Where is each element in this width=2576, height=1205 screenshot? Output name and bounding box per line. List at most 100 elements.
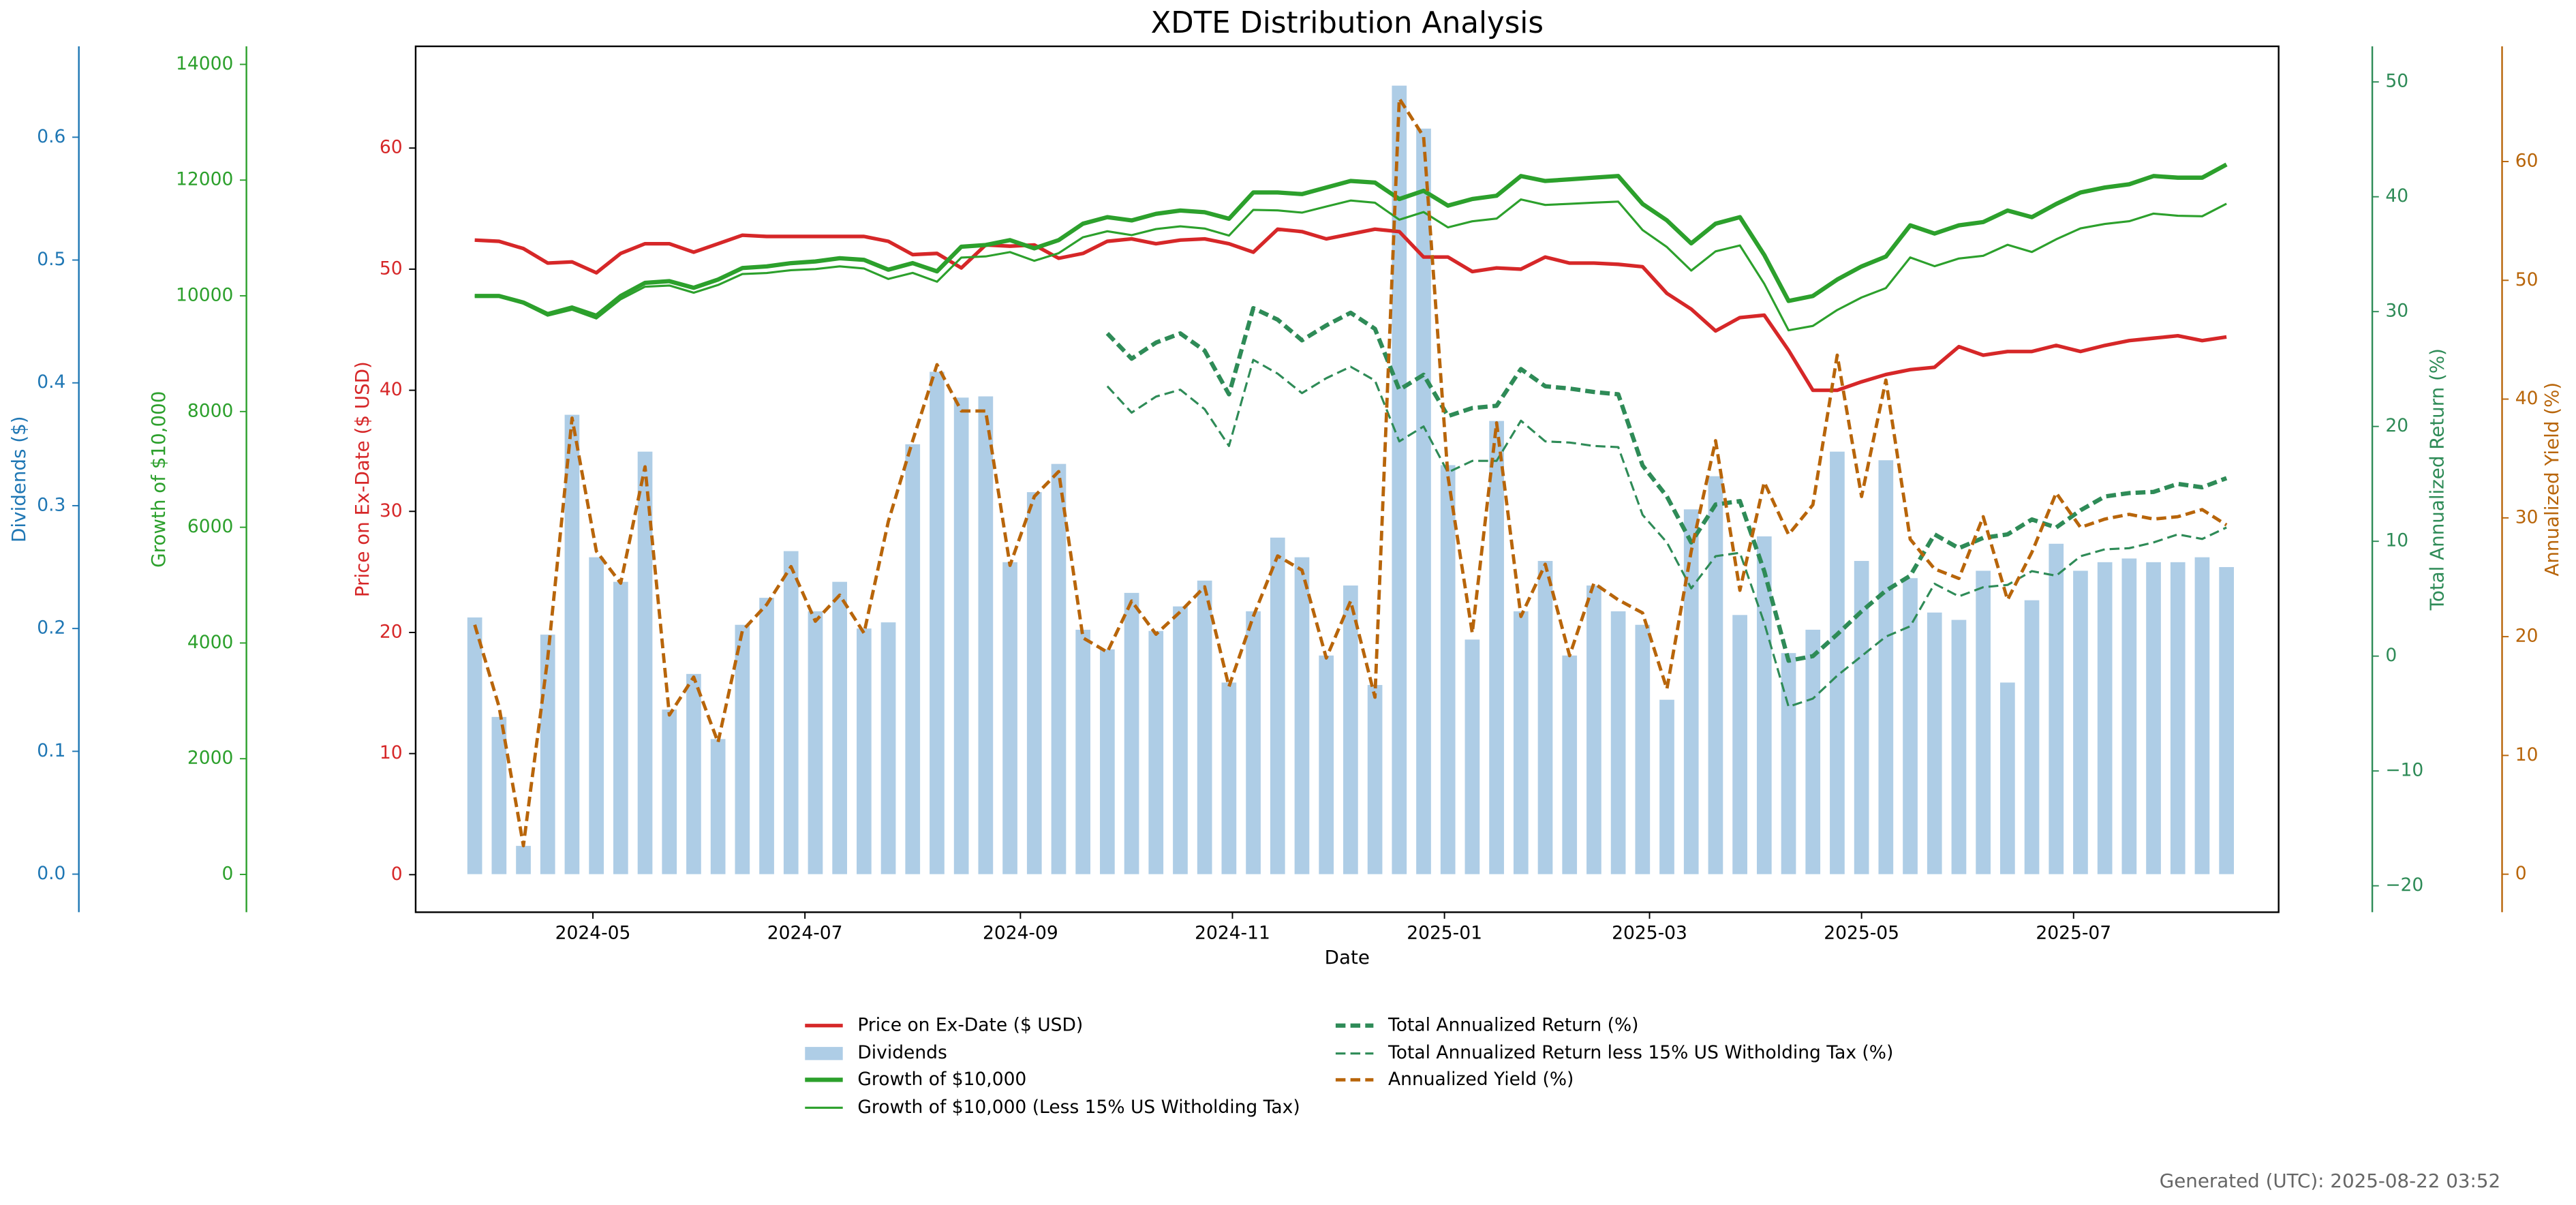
y-tick-label: 0.3 (37, 494, 65, 515)
y-tick-label: 30 (2385, 301, 2408, 322)
bar (1367, 685, 1383, 874)
y-axis-label: Dividends ($) (7, 416, 30, 542)
bar (686, 673, 701, 874)
y-tick-label: 0.5 (37, 249, 65, 270)
bar (1732, 615, 1747, 874)
bar (1221, 682, 1237, 874)
x-tick-label: 2025-05 (1824, 922, 1899, 943)
chart-title: XDTE Distribution Analysis (1151, 6, 1544, 40)
bar (1708, 476, 1723, 874)
y-tick-label: 10 (380, 742, 403, 763)
x-tick-label: 2025-03 (1612, 922, 1687, 943)
bar (1270, 537, 1285, 874)
legend-label: Total Annualized Return (%) (1387, 1014, 1638, 1035)
bar (2219, 567, 2235, 874)
bar (1999, 682, 2015, 874)
y-tick-label: 2000 (187, 748, 233, 769)
bar (856, 628, 872, 874)
y-tick-label: 8000 (187, 400, 233, 421)
y-tick-label: 10 (2385, 530, 2408, 551)
bar (1197, 580, 1212, 874)
bar (1294, 557, 1310, 874)
x-tick-label: 2024-11 (1195, 922, 1270, 943)
plot-frame (414, 45, 2280, 913)
bar (662, 710, 677, 874)
bar (953, 397, 969, 874)
legend-label: Growth of $10,000 (Less 15% US Witholdin… (857, 1097, 1300, 1118)
x-tick-label: 2024-07 (767, 922, 843, 943)
y-tick-label: 60 (380, 137, 403, 158)
x-tick-label: 2024-05 (555, 922, 631, 943)
bar (613, 581, 628, 874)
y-tick-label: 0.4 (37, 371, 65, 393)
y-tick-label: 4000 (187, 632, 233, 653)
bar (1854, 561, 1869, 874)
x-axis-label: Date (1325, 946, 1370, 968)
y-tick-label: 0.0 (37, 863, 65, 884)
bar (1537, 561, 1553, 874)
y-tick-label: 6000 (187, 516, 233, 537)
y-tick-label: 50 (2385, 71, 2408, 92)
legend-swatch (805, 1047, 843, 1061)
bar (589, 557, 604, 874)
y-axis-label: Total Annualized Return (%) (2426, 348, 2449, 611)
bar (1562, 655, 1578, 874)
bar (710, 739, 726, 874)
y-tick-label: 20 (2385, 415, 2408, 436)
bar (930, 371, 945, 874)
bar (1683, 509, 1699, 874)
x-tick-label: 2025-01 (1407, 922, 1482, 943)
bar (1319, 655, 1334, 874)
bar (2170, 562, 2186, 874)
y-tick-label: 0 (221, 863, 233, 884)
bar (1951, 620, 1967, 874)
bar (1026, 492, 1042, 874)
y-tick-label: −10 (2385, 760, 2423, 781)
footer: Generated (UTC): 2025-08-22 03:52 (2160, 1170, 2500, 1192)
line-series (474, 198, 2227, 332)
y-tick-label: −20 (2385, 874, 2423, 896)
y-tick-label: 14000 (176, 53, 233, 74)
y-tick-label: 20 (2515, 626, 2539, 647)
bar (1343, 585, 1358, 874)
bar (1465, 639, 1480, 874)
y-tick-label: 12000 (176, 169, 233, 190)
bar (491, 716, 507, 874)
bar (1781, 653, 1796, 874)
bar (735, 624, 750, 874)
line-series (1106, 359, 2227, 708)
bar (637, 451, 653, 874)
bar (1659, 699, 1674, 874)
bar (467, 617, 482, 874)
bar (2194, 557, 2210, 874)
y-tick-label: 50 (2515, 269, 2539, 290)
bar (1635, 624, 1651, 874)
bar (1075, 629, 1091, 874)
bar (1513, 611, 1529, 874)
bar (1100, 649, 1115, 874)
bar (1805, 629, 1821, 874)
y-tick-label: 40 (380, 379, 403, 400)
bar (2024, 600, 2040, 874)
bar (1976, 570, 1991, 874)
y-tick-label: 10 (2515, 744, 2539, 765)
y-tick-label: 60 (2515, 151, 2539, 172)
legend-label: Price on Ex-Date ($ USD) (857, 1014, 1083, 1035)
y-tick-label: 0.2 (37, 617, 65, 639)
bar (1440, 465, 1456, 874)
bar (1148, 630, 1164, 874)
y-tick-label: 40 (2515, 388, 2539, 409)
bar (1610, 611, 1626, 874)
bar (1489, 421, 1504, 874)
bar (1903, 578, 1918, 874)
bar (1392, 85, 1407, 874)
bar (880, 622, 896, 874)
y-axis-label: Price on Ex-Date ($ USD) (351, 361, 373, 597)
bar (1002, 562, 1017, 874)
y-tick-label: 10000 (176, 285, 233, 306)
bar (1878, 460, 1894, 874)
bar (1756, 536, 1772, 874)
bar (832, 581, 847, 874)
